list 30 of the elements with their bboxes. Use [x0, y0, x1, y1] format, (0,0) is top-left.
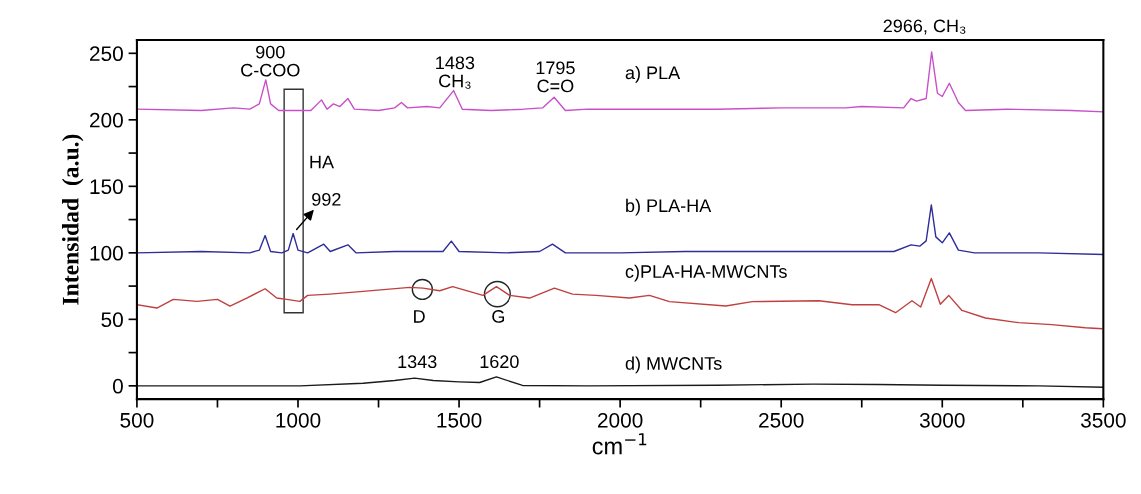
- y-axis-title: Intensidad (a.u.): [62, 134, 84, 305]
- text: 2966, CH₃: [883, 19, 966, 35]
- y-tick-label: 200: [90, 112, 123, 128]
- annotation: HA: [310, 155, 335, 169]
- annotation: D: [414, 310, 425, 323]
- series-label: a) PLA: [625, 65, 681, 83]
- x-tick-label: 3500: [1080, 412, 1126, 428]
- x-tick-label: 1000: [276, 412, 321, 428]
- x-tick-label: 1500: [437, 412, 482, 428]
- annotation: G: [492, 310, 505, 323]
- x-tick-label: 2000: [598, 412, 643, 428]
- annotation: 900 C-COO: [241, 45, 300, 77]
- series-label: c)PLA-HA-MWCNTs: [625, 264, 787, 282]
- annotation: 1343: [398, 355, 437, 369]
- annotation: 1483 CH₃: [436, 56, 475, 89]
- series-label: b) PLA-HA: [626, 198, 712, 216]
- y-tick-label: 50: [101, 312, 123, 328]
- y-tick-label: 150: [90, 179, 123, 195]
- series-label: d) MWCNTs: [625, 356, 722, 374]
- y-tick-label: 100: [90, 245, 123, 261]
- x-tick-label: 3000: [919, 412, 965, 428]
- x-axis-title: cm$^{−1}$: [592, 433, 647, 455]
- x-tick-label: 500: [120, 412, 154, 428]
- annotation: 1795 C=O: [536, 61, 575, 93]
- annotation: 1620: [480, 355, 519, 369]
- line-series: [136, 376, 1104, 388]
- x-tick-label: 2500: [759, 412, 804, 428]
- y-tick-label: 250: [90, 46, 123, 62]
- y-tick-label: 0: [112, 378, 123, 394]
- annotation: 992: [312, 192, 341, 206]
